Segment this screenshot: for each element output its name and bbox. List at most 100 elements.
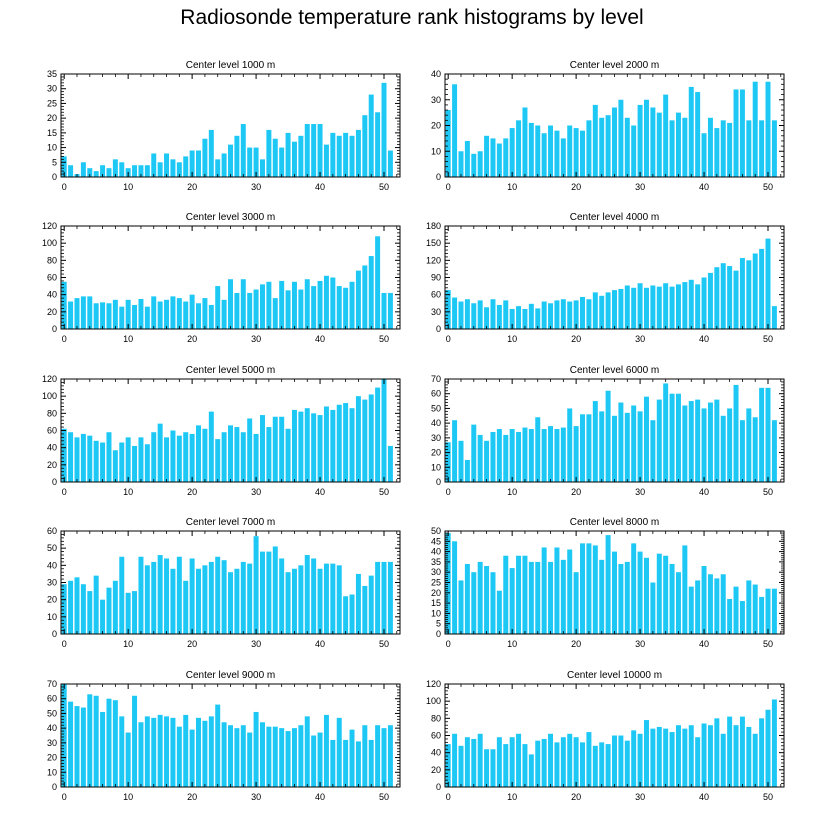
bar <box>688 86 694 178</box>
bar <box>202 565 208 634</box>
bar <box>208 411 214 482</box>
bar <box>771 306 777 329</box>
bar <box>259 159 265 177</box>
panel-title: Center level 2000 m <box>570 60 660 71</box>
bar <box>362 399 368 482</box>
panel-title: Center level 10000 m <box>567 670 662 681</box>
bar <box>477 733 483 787</box>
bar <box>580 543 586 634</box>
bar <box>618 402 624 482</box>
bar <box>445 533 451 634</box>
bar <box>714 718 720 787</box>
bar <box>618 563 624 634</box>
x-tick-label: 0 <box>62 334 67 344</box>
bar <box>605 535 611 634</box>
bar <box>445 442 451 482</box>
bar <box>733 725 739 787</box>
bar <box>509 568 515 634</box>
y-tick-label: 90 <box>431 273 441 283</box>
bar <box>573 737 579 787</box>
bar <box>138 556 144 634</box>
bar <box>528 754 534 787</box>
bar <box>164 153 170 177</box>
x-tick-label: 20 <box>187 334 197 344</box>
bar <box>375 725 381 787</box>
bar <box>631 287 637 329</box>
bar <box>701 408 707 482</box>
bar <box>285 428 291 482</box>
x-tick-label: 50 <box>763 792 773 802</box>
bar <box>688 586 694 634</box>
bar <box>183 580 189 634</box>
bar <box>112 159 118 177</box>
bar <box>355 129 361 177</box>
bar <box>208 129 214 177</box>
x-tick-label: 0 <box>446 792 451 802</box>
panel-7: Center level 7000 m 0 10 20 30 40 50 0 10 20 30 40 5… <box>47 517 401 649</box>
bar <box>272 138 278 177</box>
panel-title: Center level 7000 m <box>186 517 276 528</box>
bar <box>560 559 566 634</box>
y-tick-label: 30 <box>431 95 441 105</box>
x-tick-label: 30 <box>635 182 645 192</box>
bar <box>68 301 74 329</box>
bar <box>266 427 272 482</box>
y-tick-label: 40 <box>47 290 57 300</box>
bar <box>196 150 202 177</box>
bar <box>336 404 342 482</box>
bar <box>164 299 170 329</box>
bar <box>720 415 726 482</box>
bar <box>253 433 259 482</box>
x-tick-label: 0 <box>446 487 451 497</box>
bar <box>176 556 182 634</box>
y-tick-label: 40 <box>431 547 441 557</box>
bar <box>151 432 157 482</box>
bar <box>330 739 336 787</box>
bar <box>323 406 329 482</box>
bar <box>87 168 93 177</box>
y-tick-label: 150 <box>426 238 441 248</box>
bar <box>151 296 157 329</box>
bar <box>240 124 246 177</box>
bar <box>471 738 477 787</box>
bar <box>311 124 317 177</box>
bar <box>336 565 342 634</box>
bar <box>458 301 464 329</box>
page-title: Radiosonde temperature rank histograms b… <box>180 6 644 29</box>
x-tick-label: 50 <box>763 182 773 192</box>
x-tick-label: 50 <box>763 334 773 344</box>
y-tick-label: 40 <box>431 418 441 428</box>
bar <box>164 437 170 482</box>
x-tick-label: 10 <box>123 792 133 802</box>
x-tick-label: 10 <box>507 182 517 192</box>
bar <box>477 151 483 177</box>
bar <box>631 405 637 482</box>
bar <box>68 432 74 482</box>
x-tick-label: 40 <box>315 792 325 802</box>
bar <box>157 555 163 634</box>
x-tick-label: 0 <box>446 182 451 192</box>
x-tick-label: 30 <box>635 639 645 649</box>
bar <box>554 130 560 177</box>
bar <box>765 81 771 177</box>
bar <box>554 547 560 634</box>
bar <box>157 162 163 177</box>
bar <box>74 706 80 787</box>
x-tick-label: 30 <box>251 792 261 802</box>
bar <box>291 409 297 482</box>
y-tick-label: 10 <box>431 462 441 472</box>
bar <box>541 133 547 177</box>
bar <box>291 141 297 177</box>
bar <box>317 124 323 177</box>
y-tick-label: 10 <box>431 608 441 618</box>
bar <box>119 162 125 177</box>
bar <box>695 284 701 329</box>
bar <box>253 147 259 177</box>
bar <box>624 117 630 177</box>
bar <box>643 557 649 634</box>
bar <box>541 301 547 329</box>
bar <box>151 153 157 177</box>
bar <box>528 122 534 177</box>
bar <box>682 282 688 329</box>
